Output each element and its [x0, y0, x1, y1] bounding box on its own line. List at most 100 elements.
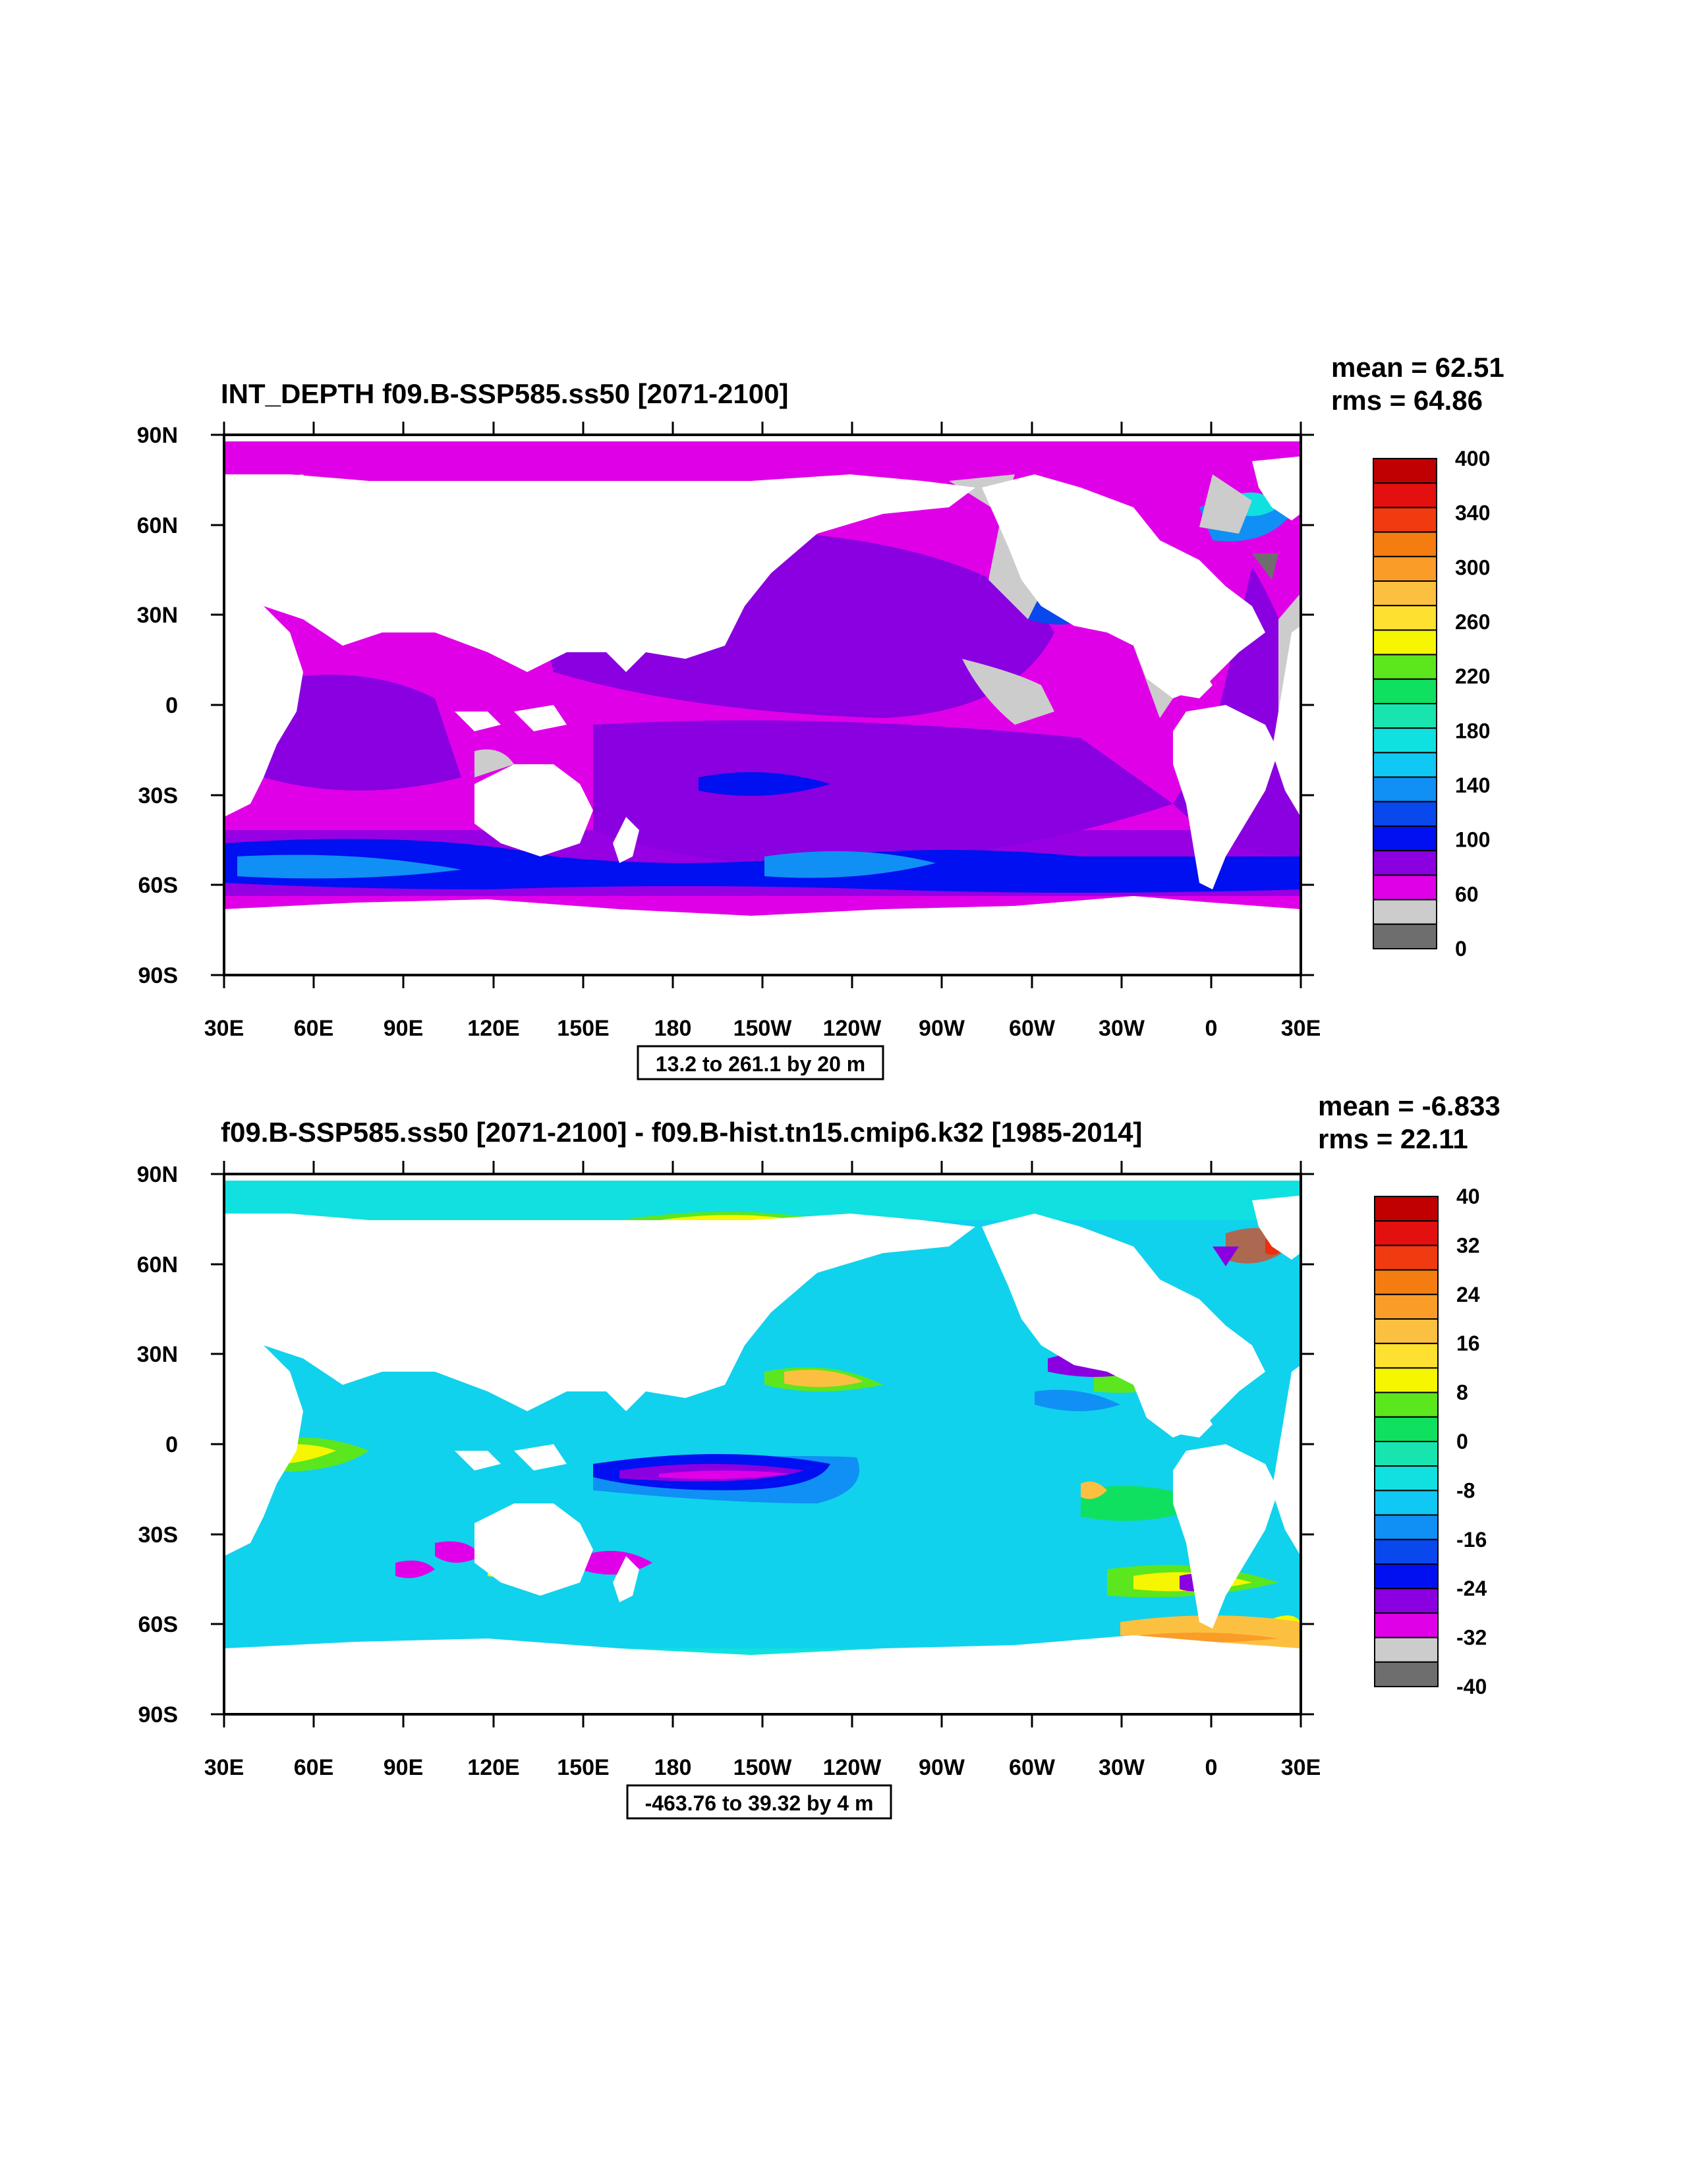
colorbar-swatch — [1373, 800, 1437, 827]
colorbar-swatch — [1373, 703, 1437, 729]
panel-1-ticks — [211, 422, 1314, 988]
colorbar-label: -16 — [1456, 1528, 1487, 1552]
colorbar-swatch — [1373, 555, 1437, 582]
lon-label: 90W — [919, 1016, 965, 1041]
colorbar-label: 40 — [1456, 1185, 1480, 1208]
panel-2-range-note: -463.76 to 39.32 by 4 m — [645, 1791, 874, 1815]
colorbar-swatch — [1374, 1514, 1439, 1540]
colorbar-swatch — [1374, 1490, 1439, 1516]
colorbar-swatch — [1374, 1245, 1439, 1271]
panel-2: f09.B-SSP585.ss50 [2071-2100] - f09.B-hi… — [137, 1090, 1501, 1820]
lat-label: 0 — [165, 1432, 178, 1457]
colorbar-swatch — [1373, 874, 1437, 901]
colorbar-label: 32 — [1456, 1233, 1480, 1257]
lon-label: 120W — [823, 1016, 882, 1041]
colorbar-swatch — [1373, 678, 1437, 705]
colorbar-swatch — [1374, 1269, 1439, 1295]
colorbar-swatch — [1374, 1220, 1439, 1246]
colorbar-swatch — [1373, 605, 1437, 631]
colorbar-swatch — [1374, 1661, 1439, 1688]
colorbar-swatch — [1373, 826, 1437, 852]
lon-label: 30E — [1281, 1016, 1321, 1041]
panel-1-rms: rms = 64.86 — [1331, 385, 1483, 416]
lon-label: 180 — [654, 1755, 692, 1780]
colorbar-label: 180 — [1455, 719, 1490, 742]
panel-2-rms: rms = 22.11 — [1318, 1123, 1468, 1154]
panel-1-lon-labels: 30E 60E 90E 120E 150E 180 150W 120W 90W … — [204, 1016, 1321, 1041]
lon-label: 150E — [557, 1755, 609, 1780]
lat-label: 60S — [138, 873, 179, 898]
colorbar-swatch — [1373, 850, 1437, 876]
colorbar-swatch — [1374, 1367, 1439, 1393]
lat-label: 30S — [138, 1523, 179, 1548]
lon-label: 0 — [1205, 1016, 1218, 1041]
lon-label: 90E — [384, 1016, 424, 1041]
colorbar-label: 60 — [1455, 882, 1479, 906]
panel-2-map — [223, 1173, 1344, 1716]
colorbar-label: 220 — [1455, 665, 1490, 688]
lat-label: 60S — [138, 1612, 179, 1637]
colorbar-swatch — [1374, 1416, 1439, 1443]
colorbar-label: 260 — [1455, 610, 1490, 634]
panel-1: INT_DEPTH f09.B-SSP585.ss50 [2071-2100] … — [137, 352, 1504, 1080]
lon-label: 60W — [1009, 1016, 1056, 1041]
panel-2-range-box — [626, 1784, 892, 1820]
colorbar-swatch — [1374, 1441, 1439, 1467]
panel-2-mean: mean = -6.833 — [1318, 1090, 1501, 1121]
colorbar-swatch — [1373, 752, 1437, 778]
lon-label: 150E — [557, 1016, 609, 1041]
lat-label: 60N — [137, 513, 178, 538]
colorbar-label: 8 — [1456, 1381, 1468, 1405]
panel-1-range-box — [637, 1045, 884, 1080]
lon-label: 120E — [467, 1755, 519, 1780]
panel-1-colorbar-labels: 400 340 300 260 220 180 140 100 60 0 — [1455, 447, 1490, 961]
colorbar-swatch — [1373, 654, 1437, 680]
colorbar-swatch — [1374, 1465, 1439, 1492]
colorbar-swatch — [1374, 1391, 1439, 1418]
lat-label: 30N — [137, 1342, 178, 1367]
colorbar-label: 24 — [1456, 1283, 1480, 1306]
lon-label: 150W — [733, 1016, 793, 1041]
colorbar-label: 16 — [1456, 1331, 1480, 1355]
colorbar-label: -40 — [1456, 1675, 1487, 1698]
colorbar-swatch — [1374, 1612, 1439, 1638]
colorbar-swatch — [1373, 727, 1437, 754]
colorbar-label: 0 — [1455, 937, 1467, 961]
lon-label: 60W — [1009, 1755, 1056, 1780]
colorbar-swatch — [1374, 1343, 1439, 1369]
panel-2-colorbar-labels: 40 32 24 16 8 0 -8 -16 -24 -32 -40 — [1456, 1185, 1487, 1698]
colorbar-swatch — [1373, 580, 1437, 607]
lon-label: 60E — [294, 1755, 334, 1780]
colorbar-swatch — [1373, 923, 1437, 950]
lon-label: 30E — [1281, 1755, 1321, 1780]
lat-label: 90N — [137, 1162, 178, 1187]
lat-label: 0 — [165, 693, 178, 718]
colorbar-swatch — [1373, 482, 1437, 509]
colorbar-label: -8 — [1456, 1478, 1475, 1502]
panel-1-mean: mean = 62.51 — [1331, 352, 1504, 383]
colorbar-swatch — [1374, 1196, 1439, 1222]
colorbar-label: 100 — [1455, 828, 1490, 852]
colorbar-swatch — [1374, 1318, 1439, 1345]
colorbar-label: 300 — [1455, 555, 1490, 579]
lon-label: 120E — [467, 1016, 519, 1041]
lon-label: 120W — [823, 1755, 882, 1780]
lon-label: 30W — [1099, 1016, 1145, 1041]
lon-label: 30E — [204, 1755, 244, 1780]
panel-1-title: INT_DEPTH f09.B-SSP585.ss50 [2071-2100] — [221, 378, 788, 409]
lat-label: 30N — [137, 603, 178, 628]
colorbar-label: -24 — [1456, 1577, 1487, 1600]
colorbar-swatch — [1373, 458, 1437, 484]
lon-label: 150W — [733, 1755, 793, 1780]
lat-label: 90S — [138, 1702, 179, 1727]
panel-2-title: f09.B-SSP585.ss50 [2071-2100] - f09.B-hi… — [221, 1117, 1142, 1148]
colorbar-swatch — [1373, 629, 1437, 656]
panel-1-range-note: 13.2 to 261.1 by 20 m — [656, 1052, 865, 1076]
lon-label: 180 — [654, 1016, 692, 1041]
colorbar-label: 340 — [1455, 501, 1490, 525]
colorbar-swatch — [1374, 1637, 1439, 1663]
lat-label: 90N — [137, 423, 178, 448]
panel-2-colorbar — [1374, 1196, 1439, 1688]
colorbar-swatch — [1374, 1293, 1439, 1320]
colorbar-swatch — [1373, 507, 1437, 533]
